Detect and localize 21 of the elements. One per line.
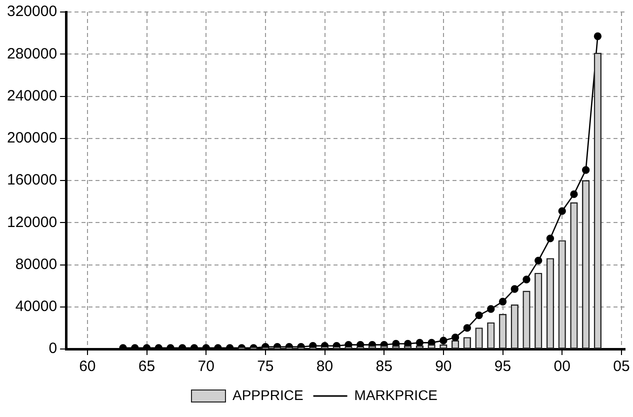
x-tick-label: 75 — [257, 358, 274, 376]
y-tick-label: 320000 — [6, 3, 58, 20]
y-tick-label: 240000 — [6, 87, 58, 104]
x-tick-label: 65 — [138, 358, 156, 376]
x-tick-label: 80 — [316, 358, 334, 376]
x-tick-label: 05 — [613, 358, 630, 376]
y-tick-label: 160000 — [6, 172, 58, 189]
y-tick-label: 40000 — [15, 298, 58, 316]
x-tick-label: 95 — [494, 358, 512, 376]
x-tick-label: 00 — [554, 358, 570, 376]
y-tick-label: 80000 — [15, 256, 58, 273]
x-tick-label: 60 — [79, 358, 96, 376]
y-tick-label: 200000 — [6, 130, 58, 147]
x-tick-label: 85 — [376, 358, 392, 376]
y-tick-label: 0 — [48, 340, 58, 358]
legend-label: APPPRICE — [232, 386, 304, 403]
x-tick-label: 90 — [435, 358, 452, 376]
x-tick-label: 70 — [198, 358, 214, 376]
y-tick-label: 120000 — [6, 214, 58, 231]
y-tick-label: 280000 — [6, 45, 58, 62]
legend-label: MARKPRICE — [354, 386, 438, 403]
